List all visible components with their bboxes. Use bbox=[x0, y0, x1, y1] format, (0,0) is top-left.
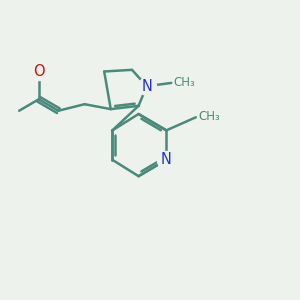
Text: N: N bbox=[161, 152, 172, 167]
Text: O: O bbox=[33, 64, 45, 79]
Text: CH₃: CH₃ bbox=[198, 110, 220, 123]
Text: N: N bbox=[141, 79, 152, 94]
Text: CH₃: CH₃ bbox=[174, 76, 195, 88]
